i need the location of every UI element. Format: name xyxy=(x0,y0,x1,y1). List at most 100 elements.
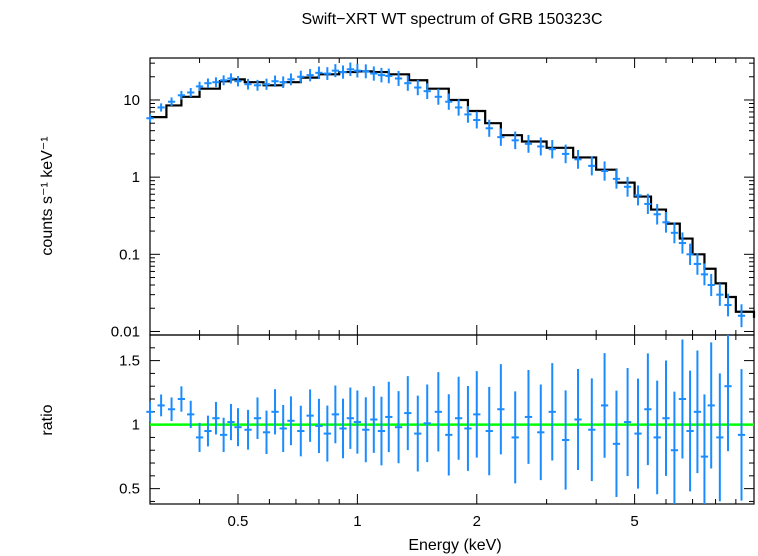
x-tick-label: 2 xyxy=(473,513,481,530)
x-tick-label: 5 xyxy=(630,513,638,530)
data-point xyxy=(423,83,431,100)
y-tick-label: 1 xyxy=(132,417,140,434)
data-point xyxy=(693,253,702,275)
ratio-point xyxy=(562,390,570,490)
ratio-point xyxy=(346,387,354,449)
data-point xyxy=(662,211,670,233)
ratio-point xyxy=(653,380,661,495)
ratio-point xyxy=(588,378,596,482)
ratio-point xyxy=(737,369,746,501)
data-point xyxy=(227,73,235,84)
ratio-panel-frame xyxy=(149,334,755,505)
data-point xyxy=(377,67,386,83)
data-point xyxy=(445,93,453,110)
data-point xyxy=(473,111,481,129)
data-point xyxy=(574,149,582,169)
ratio-point xyxy=(612,390,621,498)
ratio-point xyxy=(234,408,242,447)
data-point xyxy=(187,88,195,97)
y-axis-label-ratio: ratio xyxy=(39,404,56,435)
data-point xyxy=(331,64,339,78)
ratio-point xyxy=(644,353,652,466)
ratio-point xyxy=(331,385,339,444)
model-line xyxy=(150,70,756,318)
ratio-point xyxy=(707,342,715,469)
data-point xyxy=(212,77,220,88)
ratio-point xyxy=(287,396,295,446)
ratio-point xyxy=(716,373,724,502)
ratio-point xyxy=(262,410,271,455)
data-point xyxy=(370,66,378,81)
ratio-point xyxy=(445,394,453,476)
ratio-point xyxy=(271,389,279,435)
data-point xyxy=(485,119,493,137)
data-point xyxy=(497,128,505,146)
ratio-point xyxy=(670,391,679,504)
ratio-point xyxy=(693,350,702,474)
ratio-point xyxy=(353,390,362,454)
ratio-point xyxy=(497,364,505,455)
ratio-point xyxy=(297,405,305,457)
data-point xyxy=(353,63,362,78)
data-point xyxy=(644,193,652,215)
data-point xyxy=(600,161,609,181)
data-point xyxy=(220,75,228,86)
data-point xyxy=(678,232,687,254)
data-point xyxy=(562,144,570,164)
ratio-point xyxy=(323,405,331,462)
ratio-point xyxy=(524,370,533,464)
data-point xyxy=(287,73,295,86)
ratio-point xyxy=(485,386,493,476)
data-point xyxy=(700,263,709,286)
ratio-point xyxy=(377,396,386,466)
data-point xyxy=(707,273,715,297)
data-point xyxy=(177,90,186,100)
ratio-point xyxy=(678,339,687,459)
ratio-point xyxy=(473,371,481,458)
data-point xyxy=(362,64,370,79)
data-point xyxy=(623,176,632,197)
ratio-point xyxy=(511,391,519,484)
ratio-point xyxy=(662,360,670,476)
ratio-point xyxy=(394,391,403,464)
data-point xyxy=(588,156,596,176)
x-axis-label: Energy (keV) xyxy=(408,537,501,554)
ratio-point xyxy=(634,378,642,489)
data-point xyxy=(548,140,556,159)
ratio-point xyxy=(157,394,165,417)
y-tick-label: 0.5 xyxy=(119,481,140,498)
data-point xyxy=(511,131,519,150)
ratio-point xyxy=(146,401,154,422)
data-point xyxy=(414,79,422,96)
data-point xyxy=(653,204,661,225)
y-tick-label: 0.01 xyxy=(111,323,140,340)
ratio-point xyxy=(204,415,212,447)
ratio-point xyxy=(537,384,545,481)
ratio-point xyxy=(700,394,709,504)
y-tick-label: 1.5 xyxy=(119,353,140,370)
ratio-point xyxy=(548,363,556,461)
data-point xyxy=(434,88,442,105)
ratio-point xyxy=(414,395,422,472)
ratio-point xyxy=(187,400,195,428)
data-point xyxy=(724,293,732,317)
ratio-point xyxy=(574,369,582,470)
x-tick-label: 0.5 xyxy=(228,513,249,530)
ratio-point xyxy=(423,384,431,463)
data-point xyxy=(524,134,533,153)
data-point xyxy=(537,137,545,156)
ratio-point xyxy=(315,398,323,454)
data-point xyxy=(297,70,305,83)
data-point xyxy=(686,243,694,266)
data-point xyxy=(455,99,463,116)
ratio-point xyxy=(385,381,393,453)
x-tick-label: 1 xyxy=(353,513,361,530)
data-point xyxy=(716,283,724,306)
data-point xyxy=(157,103,165,112)
data-point xyxy=(464,106,472,123)
data-point xyxy=(385,68,393,84)
ratio-point xyxy=(177,386,186,412)
data-point xyxy=(394,70,403,86)
ratio-point xyxy=(306,389,314,442)
